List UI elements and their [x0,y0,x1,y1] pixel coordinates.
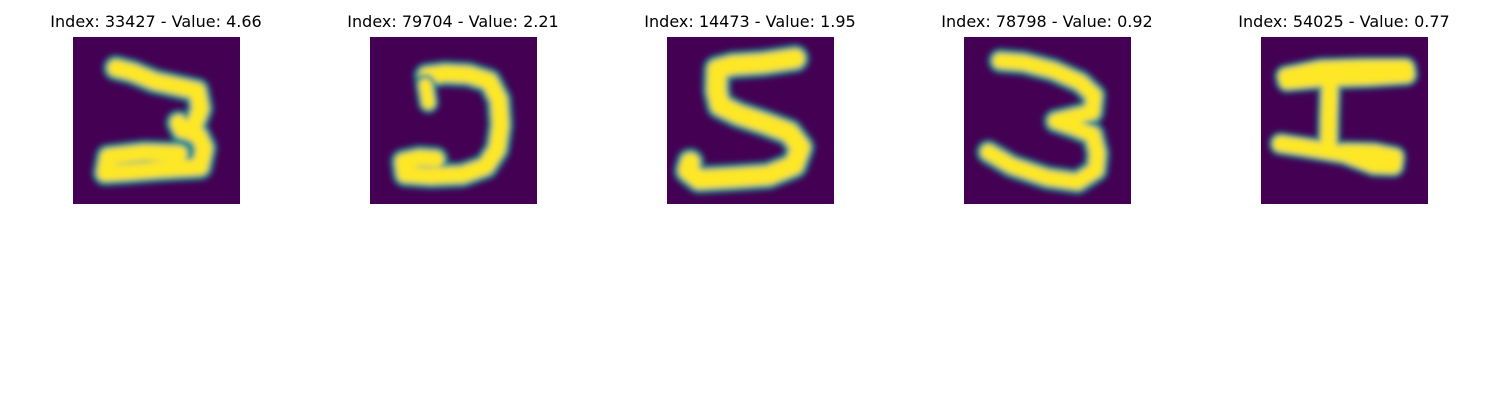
panel-1: Index: 33427 - Value: 4.66 [6,0,306,210]
panel-title: Index: 78798 - Value: 0.92 [941,12,1153,31]
panel-2: Index: 79704 - Value: 2.21 [303,0,603,210]
digit-image-3 [667,37,834,204]
panel-title: Index: 33427 - Value: 4.66 [50,12,262,31]
digit-image-5 [1261,37,1428,204]
digit-image-4 [964,37,1131,204]
panel-4: Index: 78798 - Value: 0.92 [897,0,1197,210]
panel-title: Index: 54025 - Value: 0.77 [1238,12,1450,31]
digit-image-1 [73,37,240,204]
panel-5: Index: 54025 - Value: 0.77 [1194,0,1494,210]
panel-title: Index: 14473 - Value: 1.95 [644,12,856,31]
panel-3: Index: 14473 - Value: 1.95 [600,0,900,210]
panel-title: Index: 79704 - Value: 2.21 [347,12,559,31]
digit-image-2 [370,37,537,204]
